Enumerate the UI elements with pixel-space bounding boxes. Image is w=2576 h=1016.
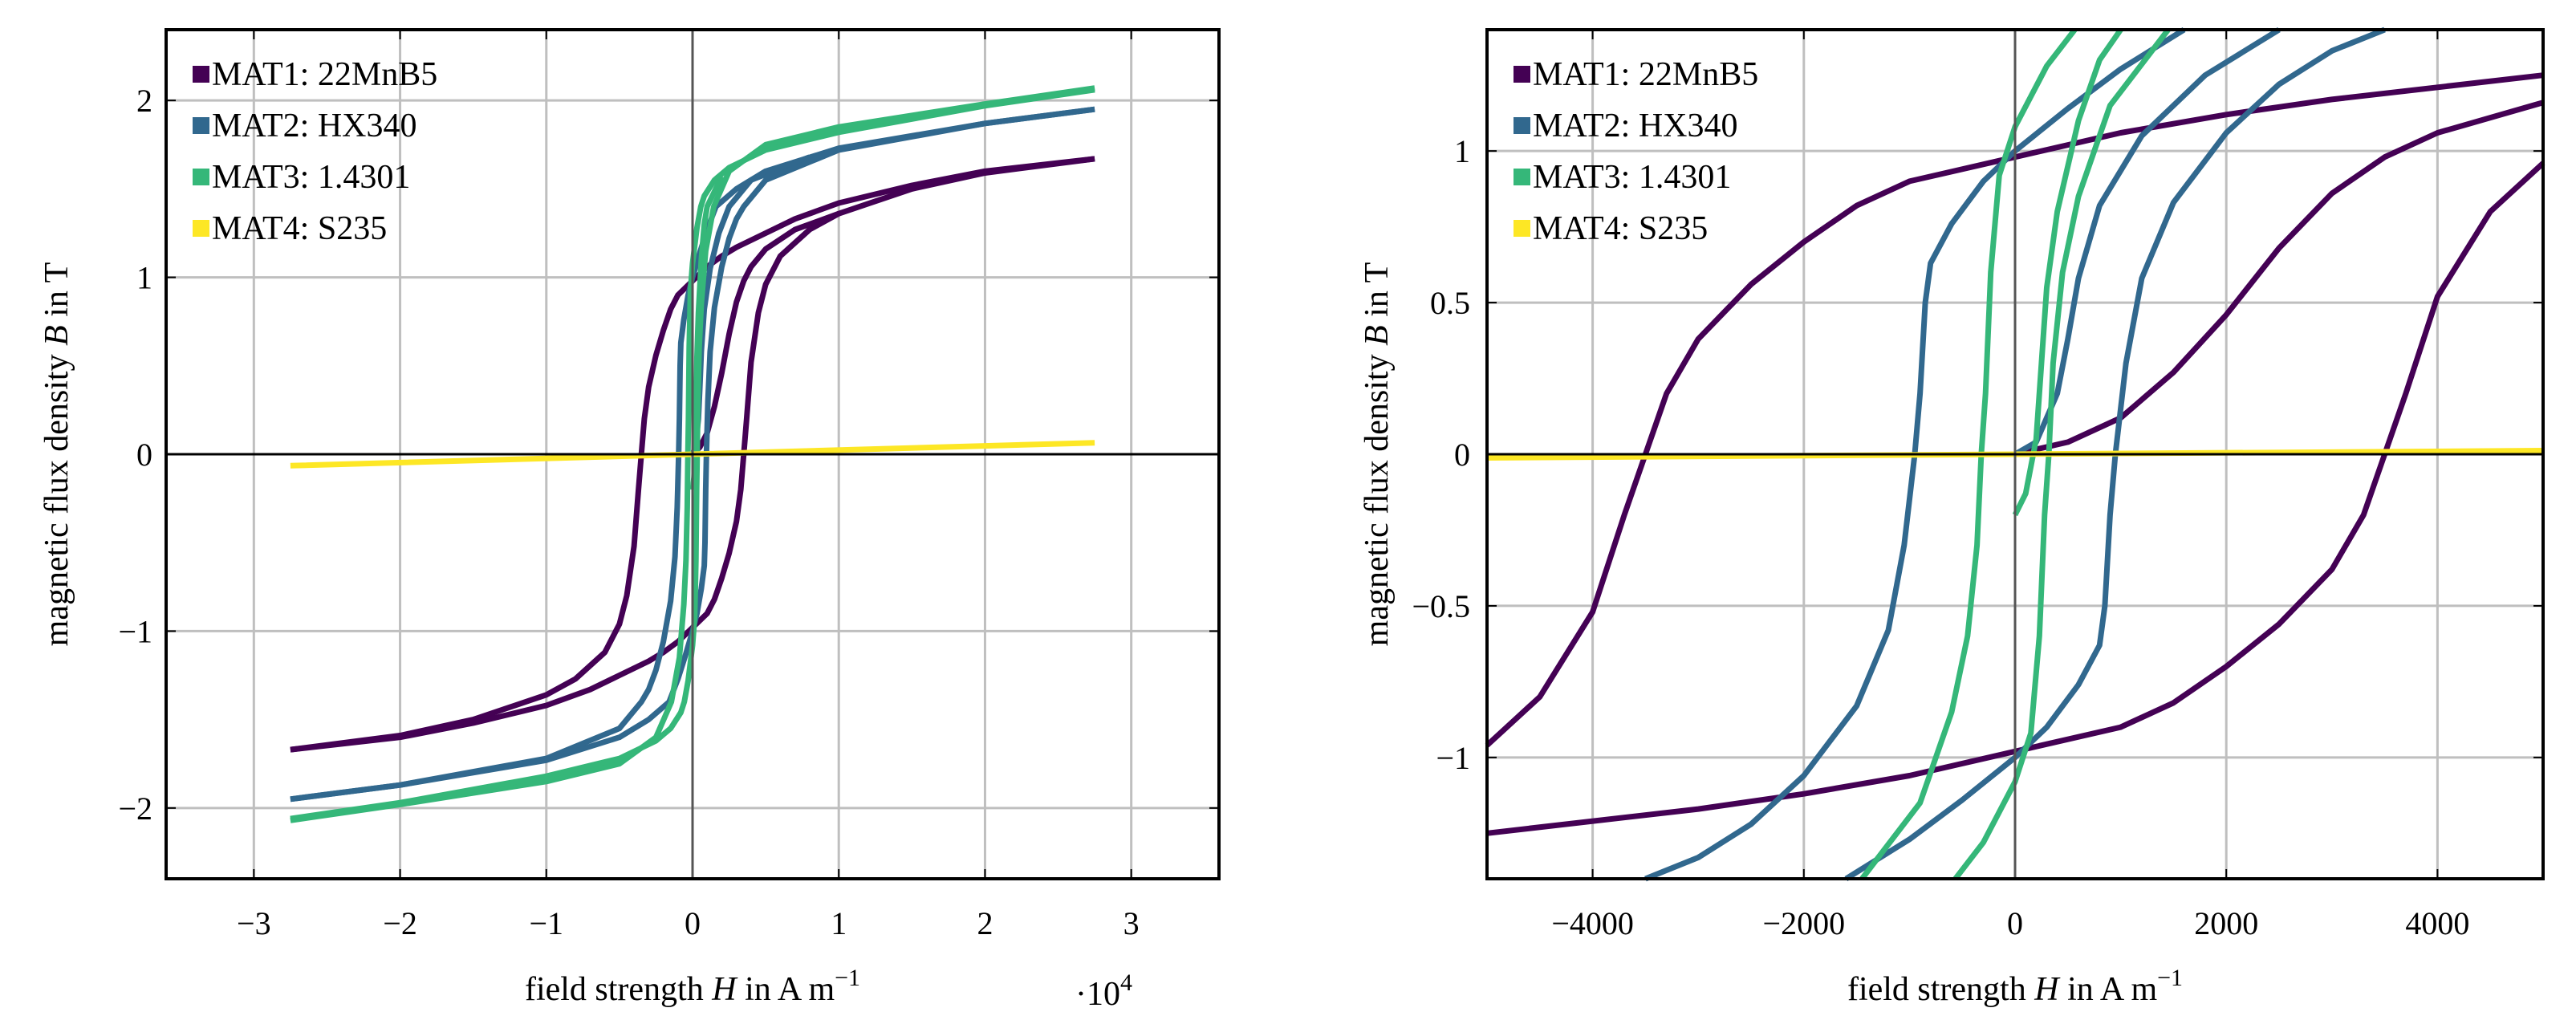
legend: MAT1: 22MnB5 MAT2: HX340 MAT3: 1.4301 MAT4:… [193, 56, 437, 247]
x-tick-label: −4000 [1551, 905, 1634, 941]
legend-swatch [1514, 220, 1530, 237]
y-tick-label: −2 [118, 790, 152, 827]
legend-swatch [193, 66, 209, 83]
legend-swatch [1514, 117, 1530, 134]
x-tick-label: −2 [383, 905, 417, 941]
x-axis-label: field strength H in A m−1 [1847, 965, 2183, 1008]
y-label-unit: in T [1359, 262, 1396, 326]
mat1-descending-branch [290, 156, 1095, 753]
x-scale-multiplier: ·104 [1075, 969, 1132, 1013]
legend-swatch [193, 117, 209, 134]
y-tick-label: 2 [136, 83, 152, 119]
right-plot-zoomed: −4000 −2000 0 2000 4000 −1 −0.5 0 0.5 1 field stre… [1359, 26, 2546, 1008]
y-tick-label: 0 [136, 437, 152, 473]
x-tick-label: 4000 [2405, 905, 2469, 941]
plot-frame [165, 28, 1221, 880]
legend-label: MAT4: S235 [1533, 210, 1708, 247]
left-plot-full-range: −3 −2 −1 0 1 2 3 −2 −1 0 1 2 field strength H in A m… [39, 28, 1221, 1013]
legend-swatch [193, 169, 209, 185]
mat2-descending-branch [1644, 27, 2186, 882]
x-tick-label: 2 [977, 905, 993, 941]
x-tick-label: 1 [831, 905, 847, 941]
mat2-ascending-branch [1844, 26, 2386, 881]
legend-swatch [1514, 169, 1530, 185]
y-tick-label: 1 [136, 260, 152, 296]
y-tick-label: −1 [118, 613, 152, 649]
y-axis-label: magnetic flux density B in T [1359, 262, 1396, 647]
x-label-exponent: −1 [835, 965, 860, 991]
mat3-initial-curve [2012, 28, 2123, 517]
x-label-unit: in A m [737, 971, 835, 1008]
mat1-ascending-branch [290, 156, 1095, 753]
x-label-variable: H [711, 971, 738, 1008]
x-tick-label: 0 [685, 905, 701, 941]
legend-label: MAT1: 22MnB5 [212, 56, 437, 93]
x-label-text: field strength [1847, 971, 2034, 1008]
legend: MAT1: 22MnB5 MAT2: HX340 MAT3: 1.4301 MAT4:… [1514, 56, 1758, 247]
x-scale-exponent: 4 [1120, 969, 1132, 996]
legend-label: MAT3: 1.4301 [212, 159, 410, 196]
y-tick-label: 0 [1454, 437, 1470, 473]
legend-label: MAT1: 22MnB5 [1533, 56, 1758, 93]
plot-frame [1485, 28, 2545, 880]
mat3-ascending-branch [290, 85, 1095, 822]
y-label-text: magnetic flux density [1359, 346, 1396, 646]
y-label-variable: B [1359, 325, 1396, 346]
x-label-text: field strength [525, 971, 712, 1008]
mat3-descending-branch [1859, 27, 2078, 881]
curves [1485, 26, 2546, 882]
x-tick-label: 0 [2007, 905, 2023, 941]
mat1-descending-branch [1485, 72, 2544, 748]
legend-swatch [193, 220, 209, 237]
legend-swatch [1514, 66, 1530, 83]
y-tick-label: −0.5 [1412, 588, 1470, 624]
x-label-exponent: −1 [2157, 965, 2183, 991]
x-scale-base: ·10 [1075, 976, 1120, 1013]
x-tick-label: −2000 [1763, 905, 1846, 941]
x-tick-label: 2000 [2194, 905, 2258, 941]
x-label-unit: in A m [2059, 971, 2158, 1008]
legend-label: MAT2: HX340 [1533, 108, 1738, 144]
y-axis-label: magnetic flux density B in T [39, 262, 75, 647]
x-axis-label: field strength H in A m−1 [525, 965, 860, 1008]
x-tick-label: 3 [1123, 905, 1140, 941]
x-tick-label: −3 [237, 905, 271, 941]
legend-label: MAT3: 1.4301 [1533, 159, 1731, 196]
curves [290, 85, 1095, 823]
legend-label: MAT4: S235 [212, 210, 387, 247]
x-tick-label: −1 [529, 905, 563, 941]
y-label-variable: B [39, 325, 75, 346]
y-tick-label: 0.5 [1430, 285, 1470, 321]
y-label-text: magnetic flux density [39, 346, 75, 646]
y-label-unit: in T [39, 262, 75, 326]
mat1-initial-curve [2014, 100, 2544, 457]
x-label-variable: H [2034, 971, 2061, 1008]
mat1-ascending-branch [1486, 161, 2546, 836]
mat2-descending-branch [290, 106, 1095, 803]
y-tick-label: 1 [1454, 133, 1470, 169]
mat2-initial-curve [2013, 27, 2281, 457]
y-tick-label: −1 [1436, 740, 1470, 776]
mat3-ascending-branch [1952, 27, 2171, 881]
mat2-ascending-branch [290, 106, 1095, 803]
legend-label: MAT2: HX340 [212, 108, 417, 144]
